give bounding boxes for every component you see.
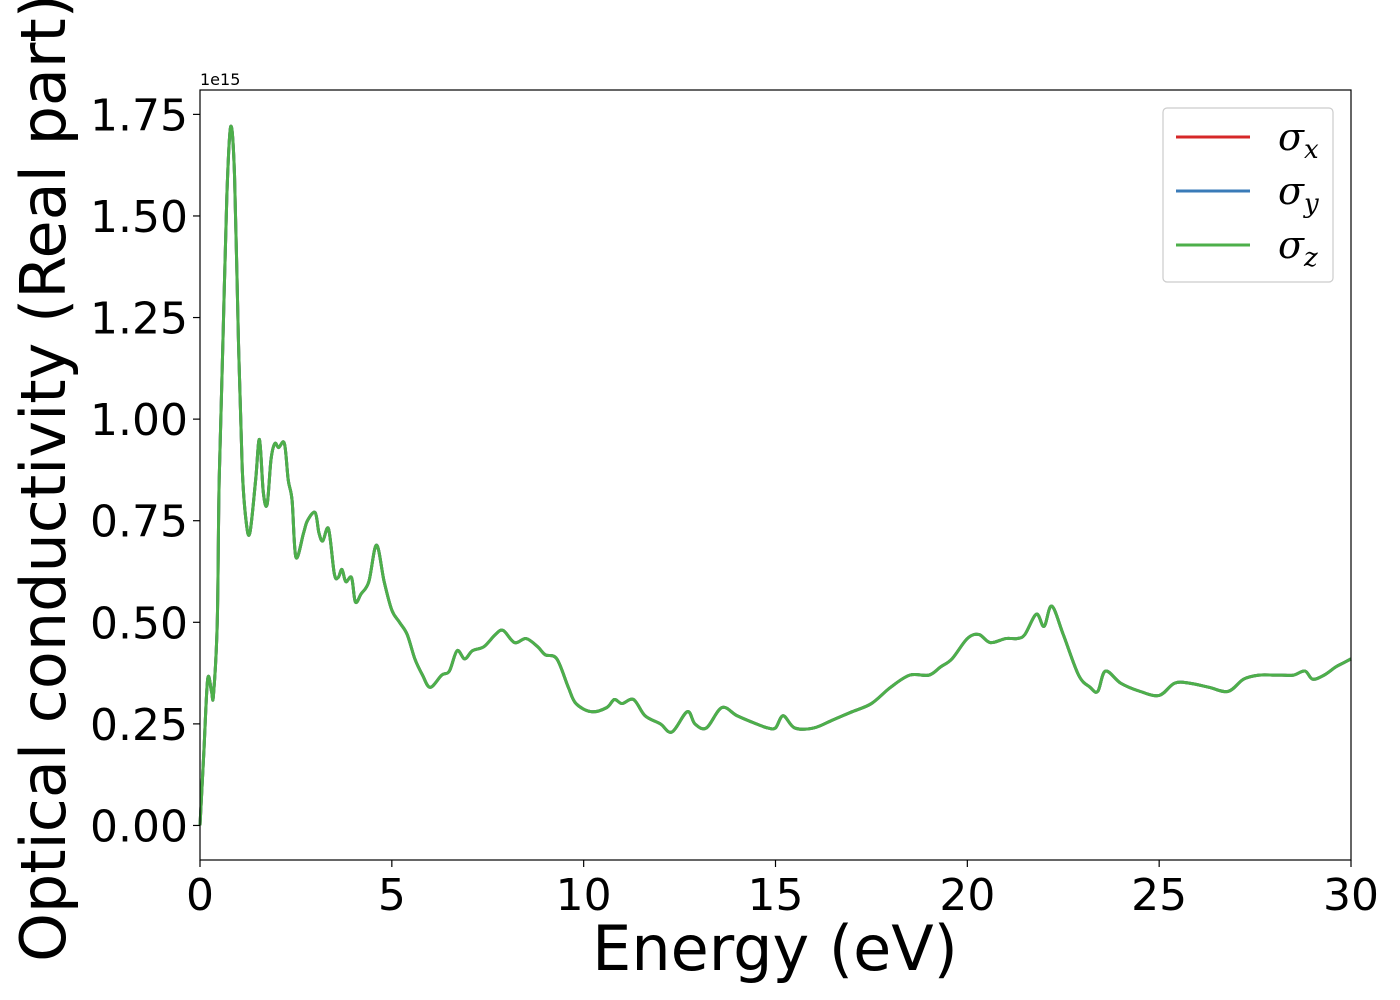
y-axis-ticks: 0.00 0.25 0.50 0.75 1.00 1.25 1.50 1.75 — [90, 90, 200, 852]
y-tick-label: 1.50 — [90, 192, 188, 243]
y-offset-text: 1e15 — [200, 70, 240, 89]
legend-frame — [1162, 107, 1334, 283]
x-tick-label: 15 — [748, 870, 804, 921]
x-tick-label: 10 — [556, 870, 612, 921]
x-axis-ticks: 0 5 10 15 20 25 30 — [186, 860, 1379, 921]
series-layer — [198, 124, 1352, 826]
y-tick-label: 1.25 — [90, 294, 188, 345]
y-tick-label: 0.75 — [90, 497, 188, 548]
y-tick-label: 1.00 — [90, 395, 188, 446]
x-tick-label: 30 — [1323, 870, 1379, 921]
y-axis-label: Optical conductivity (Real part) — [7, 0, 80, 962]
x-tick-label: 5 — [378, 870, 406, 921]
x-axis-label: Energy (eV) — [592, 912, 958, 985]
y-tick-label: 1.75 — [90, 90, 188, 141]
y-tick-label: 0.50 — [90, 598, 188, 649]
x-tick-label: 20 — [939, 870, 995, 921]
y-tick-label: 0.25 — [90, 700, 188, 751]
x-tick-label: 0 — [186, 870, 214, 921]
x-tick-label: 25 — [1131, 870, 1187, 921]
y-tick-label: 0.00 — [90, 801, 188, 852]
series-line-σz — [198, 124, 1352, 826]
